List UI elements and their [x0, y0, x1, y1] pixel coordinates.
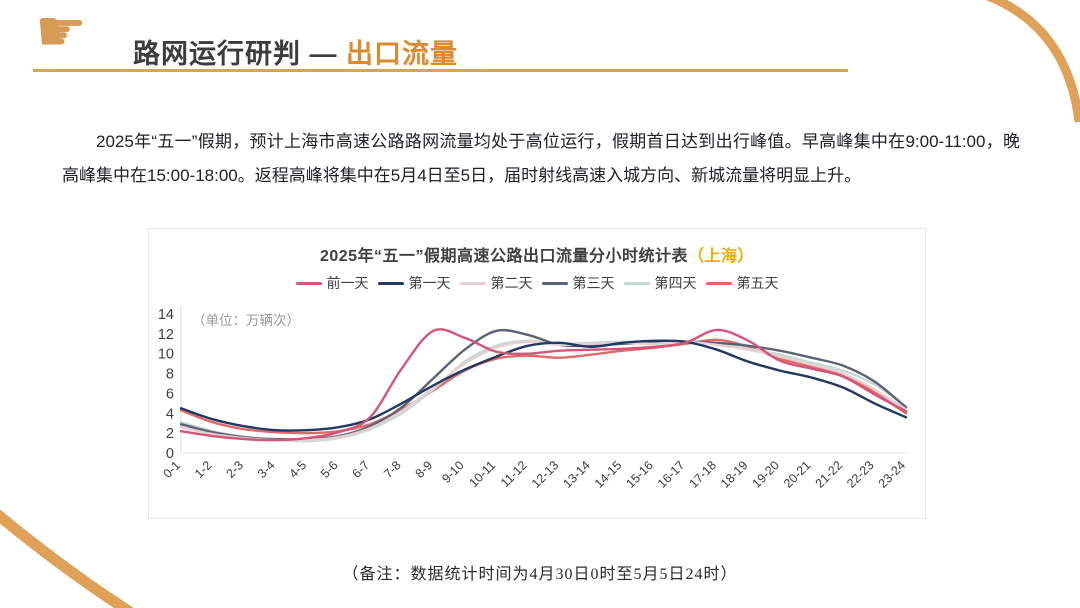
page-title: 路网运行研判 — 出口流量: [133, 32, 458, 71]
svg-text:7-8: 7-8: [381, 458, 404, 481]
legend-line-swatch: [377, 281, 404, 285]
svg-text:12: 12: [158, 327, 174, 343]
legend-label: 第三天: [572, 275, 615, 291]
svg-text:9-10: 9-10: [439, 458, 467, 486]
svg-text:20-21: 20-21: [781, 458, 814, 491]
chart-title: 2025年“五一”假期高速公路出口流量分小时统计表（上海）: [149, 242, 925, 266]
legend-item: 第一天: [377, 273, 451, 293]
svg-text:16-17: 16-17: [655, 458, 688, 491]
svg-text:17-18: 17-18: [687, 458, 720, 491]
legend-label: 第五天: [736, 275, 779, 291]
legend-item: 第五天: [705, 273, 779, 293]
legend-item: 前一天: [295, 273, 369, 293]
svg-text:22-23: 22-23: [844, 458, 877, 491]
legend-item: 第二天: [459, 273, 533, 293]
svg-text:6-7: 6-7: [350, 458, 373, 481]
header-underline: [33, 69, 848, 72]
legend-line-swatch: [705, 281, 732, 285]
svg-text:（单位：万辆次）: （单位：万辆次）: [192, 313, 300, 328]
page-title-main: 路网运行研判 —: [133, 39, 347, 69]
svg-text:10: 10: [158, 347, 174, 363]
svg-text:11-12: 11-12: [498, 458, 530, 490]
chart-legend: 前一天 第一天 第二天 第三天 第四天 第五天: [149, 273, 925, 293]
svg-text:4: 4: [166, 406, 174, 422]
svg-text:0-1: 0-1: [160, 458, 183, 481]
svg-text:8-9: 8-9: [413, 458, 436, 481]
intro-paragraph: 2025年“五一”假期，预计上海市高速公路路网流量均处于高位运行，假期首日达到出…: [62, 132, 1020, 185]
svg-text:6: 6: [166, 386, 174, 402]
legend-label: 前一天: [326, 275, 369, 291]
svg-text:2-3: 2-3: [223, 458, 246, 481]
page-title-accent: 出口流量: [346, 39, 459, 69]
pointing-hand-icon: ☛: [35, 0, 87, 65]
svg-text:14-15: 14-15: [592, 458, 625, 491]
svg-text:23-24: 23-24: [876, 458, 909, 491]
svg-text:4-5: 4-5: [287, 458, 310, 481]
svg-text:5-6: 5-6: [318, 458, 341, 481]
svg-text:3-4: 3-4: [255, 458, 278, 481]
svg-text:15-16: 15-16: [623, 458, 656, 491]
svg-text:8: 8: [166, 367, 174, 383]
legend-item: 第三天: [541, 273, 615, 293]
legend-line-swatch: [295, 281, 322, 285]
legend-label: 第二天: [490, 275, 533, 291]
svg-text:10-11: 10-11: [466, 458, 498, 490]
line-chart-svg: 0 2 4 6 8 10 12 14 （单位：万辆次） 0-1 1-2 2-3 3-4 4-5 5-6 6-7…: [158, 306, 909, 491]
footnote: （备注：数据统计时间为4月30日0时至5月5日24时）: [342, 566, 738, 583]
svg-text:13-14: 13-14: [560, 458, 593, 491]
legend-label: 第四天: [654, 275, 697, 291]
legend-line-swatch: [541, 281, 568, 285]
svg-text:19-20: 19-20: [750, 458, 783, 491]
svg-text:18-19: 18-19: [718, 458, 751, 491]
top-right-arc: [986, 0, 1080, 123]
svg-text:0: 0: [166, 446, 174, 462]
legend-label: 第一天: [408, 275, 451, 291]
svg-text:12-13: 12-13: [529, 458, 562, 491]
legend-line-swatch: [623, 281, 650, 285]
chart-title-city: （上海）: [688, 248, 755, 265]
chart-plot-area: 0 2 4 6 8 10 12 14 （单位：万辆次） 0-1 1-2 2-3 3-4 4-5 5-6 6-7…: [149, 295, 925, 518]
svg-text:21-22: 21-22: [813, 458, 846, 491]
legend-line-swatch: [459, 281, 486, 285]
traffic-chart-card: 2025年“五一”假期高速公路出口流量分小时统计表（上海） 前一天 第一天 第二天 第…: [148, 228, 926, 519]
chart-title-main: 2025年“五一”假期高速公路出口流量分小时统计表: [319, 248, 689, 265]
svg-text:2: 2: [166, 426, 174, 442]
svg-text:14: 14: [158, 307, 174, 323]
legend-item: 第四天: [623, 273, 697, 293]
svg-text:1-2: 1-2: [192, 458, 215, 481]
